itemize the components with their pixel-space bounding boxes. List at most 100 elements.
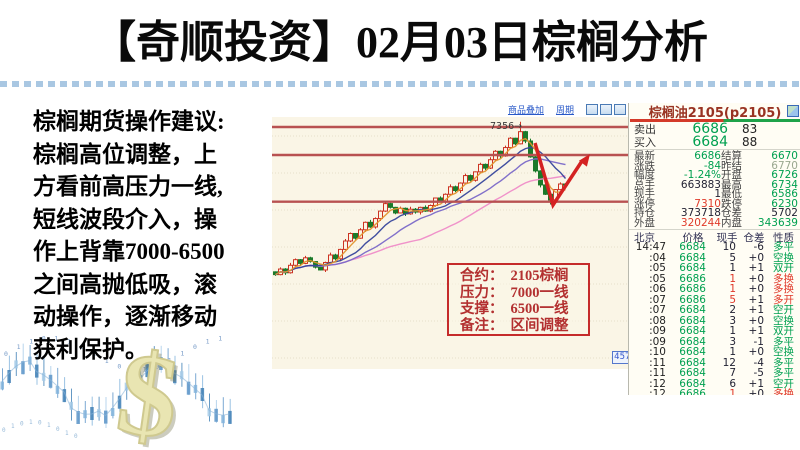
quote-label: 涨跌: [634, 159, 655, 172]
art-candle-body: [76, 411, 80, 424]
tick-chg: +1: [748, 304, 764, 316]
tick-nat: 空开: [773, 377, 794, 390]
art-candle-body: [214, 408, 218, 422]
art-candle-body: [117, 395, 122, 409]
art-candle-body: [55, 385, 60, 394]
tick-vol: 5: [729, 293, 736, 306]
art-candle-body: [200, 388, 205, 401]
tick-time: :12: [649, 377, 666, 390]
tick-vol: 1: [729, 388, 736, 395]
tick-nat: 多平: [773, 356, 794, 369]
tick-price: 6684: [679, 251, 706, 264]
tick-price: 6686: [679, 293, 706, 306]
tick-price: 6684: [679, 356, 706, 369]
tick-time: :11: [649, 367, 666, 379]
quote-label: 跌停: [721, 197, 742, 210]
quote-label: 最新: [634, 150, 655, 162]
info-label: 合约：: [460, 268, 504, 284]
bid-label: 买入: [634, 135, 656, 149]
quote-label: 总手: [634, 178, 655, 191]
tick-chg: +1: [748, 325, 764, 337]
art-candle-body: [152, 363, 156, 372]
art-candle-body: [124, 382, 129, 391]
candle-body: [518, 131, 523, 145]
art-digit: 0: [56, 426, 60, 433]
quote-value: 6770: [771, 159, 798, 172]
quote-panel: 棕榈油2105(p2105) 卖出 6686 83 买入 6684 88 最新 6…: [628, 103, 800, 395]
art-digit: 0: [193, 343, 197, 351]
panel-window-icon[interactable]: [787, 105, 799, 117]
tick-row: :10 6684 1 +0 空换: [629, 347, 800, 358]
ask-label: 卖出: [634, 122, 656, 136]
tick-vol: 3: [729, 314, 736, 327]
commodity-overlay-link[interactable]: 商品叠加: [507, 105, 544, 116]
info-value: 6500一线: [510, 301, 569, 317]
art-candle-body: [48, 374, 53, 388]
tick-price: 6684: [679, 367, 706, 379]
quote-label: 内盘: [721, 216, 742, 229]
art-candle-body: [173, 370, 177, 384]
art-digit: 1: [17, 343, 21, 351]
art-digit: 1: [11, 423, 15, 430]
quote-value: 7310: [694, 197, 721, 210]
tick-header-cell: 仓差: [743, 232, 765, 244]
tick-chg: +1: [748, 377, 764, 390]
candle-body: [483, 163, 488, 169]
quote-label: 幅度: [634, 169, 655, 181]
art-candle-body: [0, 381, 4, 390]
art-candle-wick: [112, 392, 114, 419]
tick-price: 6684: [679, 325, 706, 337]
art-digit: 1: [29, 419, 33, 426]
info-value: 区间调整: [510, 317, 569, 334]
quote-value: 1: [714, 188, 721, 200]
quote-label: 最低: [721, 188, 742, 200]
art-candle-wick: [2, 368, 3, 391]
candle-body: [313, 261, 318, 268]
candle-body: [538, 170, 543, 186]
tick-time: :05: [649, 272, 666, 285]
tick-time: :06: [649, 283, 666, 295]
candle-body: [468, 175, 473, 181]
page-title: 【奇顺投资】02月03日棕榈分析: [92, 18, 708, 67]
candle-body: [558, 183, 563, 191]
art-candle-wick: [43, 358, 45, 386]
art-candle-body: [186, 381, 191, 395]
tick-vol: 1: [729, 325, 736, 337]
art-candle-body: [207, 408, 211, 417]
art-candle-wick: [98, 396, 100, 421]
advice-line: 动操作，逐渐移动: [33, 304, 217, 329]
info-label: 支撑：: [460, 301, 504, 317]
tick-chg: -4: [753, 356, 764, 369]
art-digit: 1: [67, 338, 71, 346]
period-button-icon[interactable]: [614, 103, 626, 115]
candle-body: [393, 206, 398, 214]
tick-nat: 空换: [773, 346, 794, 358]
quote-label: 持仓: [634, 207, 655, 219]
quote-value: 663883: [680, 178, 721, 191]
tick-vol: 10: [722, 241, 736, 253]
period-button-icon[interactable]: [600, 103, 612, 115]
tick-row: :09 6684 1 +1 双开: [629, 326, 800, 337]
quote-label: 现手: [634, 188, 655, 200]
quote-value: 6670: [771, 150, 798, 162]
art-digit: 0: [74, 433, 78, 440]
quote-value: 343639: [757, 216, 798, 229]
period-button-icon[interactable]: [586, 103, 598, 115]
tick-vol: 12: [722, 356, 736, 369]
bid-size: 88: [742, 134, 758, 149]
quote-value: 5702: [771, 207, 798, 219]
art-candle-body: [110, 408, 115, 416]
tick-chg: +1: [748, 262, 764, 274]
tick-price: 6686: [679, 272, 706, 285]
tick-row: :05 6684 1 +1 双开: [629, 263, 800, 274]
tick-time: :04: [649, 251, 666, 264]
tick-vol: 6: [729, 377, 736, 390]
advice-line: 之间高抛低吸，滚: [33, 271, 217, 297]
art-candle-body: [104, 410, 108, 424]
candle-body: [533, 156, 538, 172]
period-link[interactable]: 周期: [555, 105, 574, 116]
advice-text-block: 棕榈期货操作建议: 棕榈高位调整，上 方看前高压力一线, 短线波段介入，操 作上…: [33, 106, 293, 366]
tick-time: :10: [649, 346, 666, 358]
quote-value: 6686: [694, 150, 721, 162]
